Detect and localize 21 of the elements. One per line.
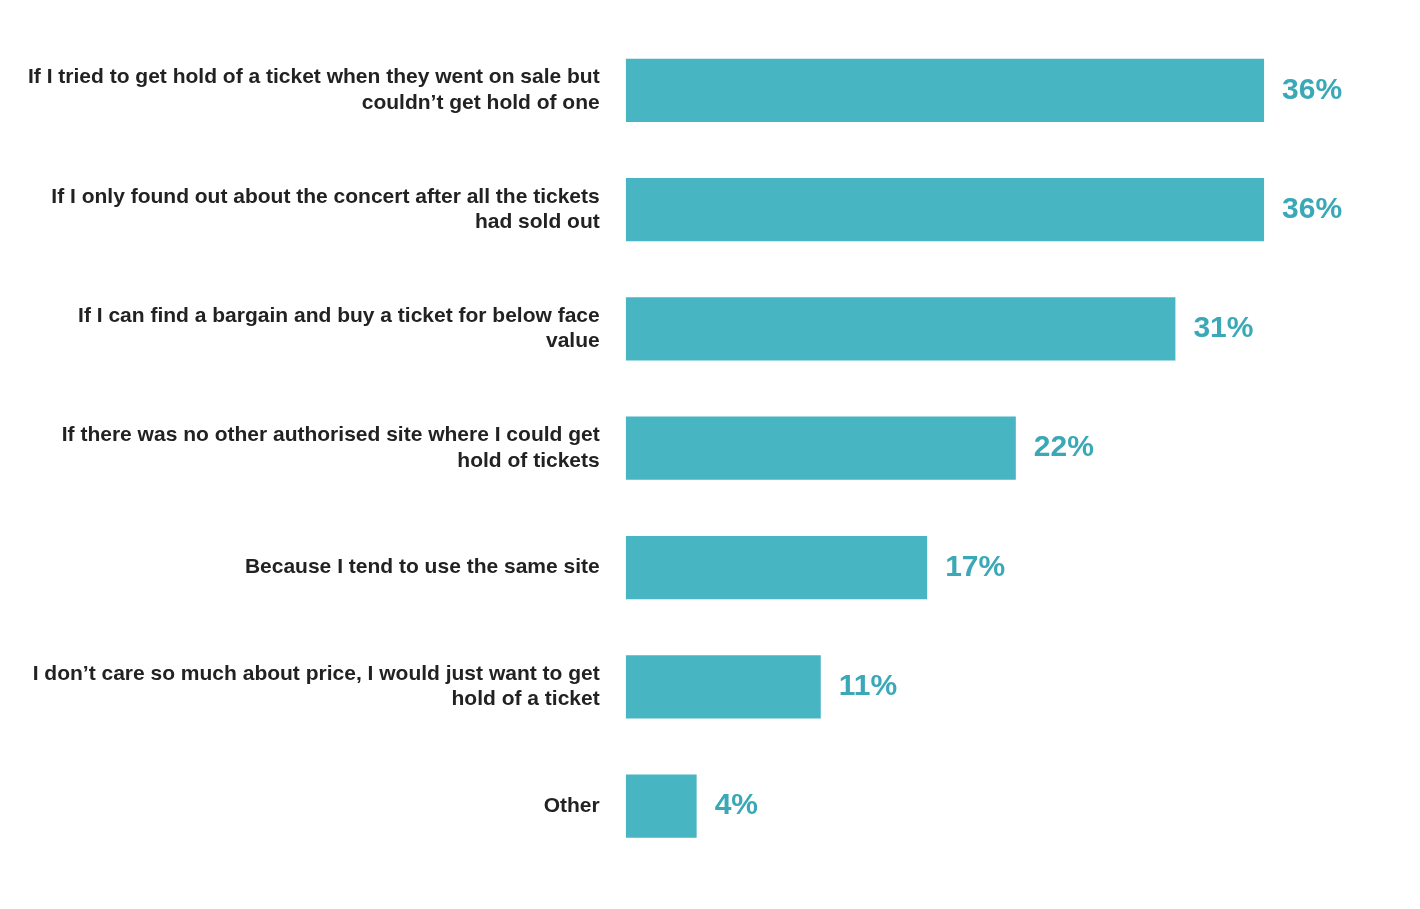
bar xyxy=(625,416,1016,480)
data-label: 36% xyxy=(1282,190,1343,224)
bar xyxy=(625,297,1176,361)
data-label: 22% xyxy=(1033,429,1094,463)
bar xyxy=(625,655,821,719)
y-tick-label: If I can find a bargain and buy a ticket for below face value xyxy=(78,303,600,352)
bar xyxy=(625,177,1265,242)
data-label: 31% xyxy=(1193,310,1254,344)
y-tick-label: I don’t care so much about price, I would just want to get hold of a ticket xyxy=(32,661,600,710)
bar xyxy=(625,58,1265,122)
data-label: 11% xyxy=(838,668,898,702)
bar xyxy=(625,774,697,838)
data-label: 17% xyxy=(945,548,1006,582)
y-tick-label: Because I tend to use the same site xyxy=(244,554,600,578)
bar xyxy=(625,535,928,600)
y-tick-label: If there was no other authorised site where I could get hold of tickets xyxy=(61,422,600,471)
y-tick-label: If I tried to get hold of a ticket when they went on sale but couldn’t get hold of one xyxy=(27,64,600,113)
data-label: 36% xyxy=(1282,71,1343,105)
y-tick-label: If I only found out about the concert after all the tickets had sold out xyxy=(51,183,600,232)
data-label: 4% xyxy=(714,787,758,821)
y-tick-label: Other xyxy=(543,792,600,816)
